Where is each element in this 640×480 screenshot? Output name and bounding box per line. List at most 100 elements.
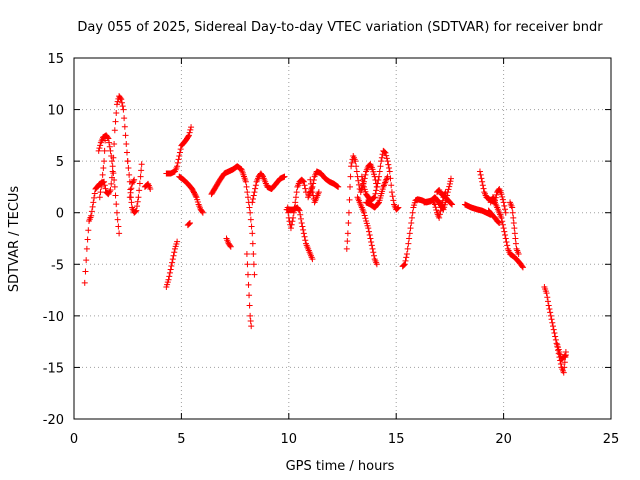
data-point-marker <box>246 292 253 299</box>
data-point-marker <box>113 110 120 117</box>
y-tick-label: -15 <box>43 361 64 376</box>
data-point-marker <box>348 163 355 170</box>
data-point-marker <box>502 206 509 213</box>
data-point-marker <box>402 257 409 264</box>
data-point-marker <box>186 129 193 136</box>
data-point-marker <box>501 228 508 235</box>
data-point-marker <box>111 140 118 147</box>
data-point-marker <box>167 266 174 273</box>
data-point-marker <box>305 194 312 201</box>
data-point-marker <box>131 209 138 216</box>
data-point-marker <box>128 180 135 187</box>
data-point-marker <box>335 183 342 190</box>
data-point-marker <box>360 209 367 216</box>
data-point-marker <box>480 185 487 192</box>
data-point-marker <box>129 179 136 186</box>
data-point-marker <box>95 147 102 154</box>
x-axis-label: GPS time / hours <box>286 459 395 474</box>
data-point-marker <box>512 235 519 242</box>
data-point-marker <box>287 225 294 232</box>
data-point-marker <box>400 262 407 269</box>
data-point-marker <box>498 214 505 221</box>
data-point-marker <box>102 137 109 144</box>
data-point-marker <box>369 245 376 252</box>
data-point-marker <box>309 183 316 190</box>
data-point-marker <box>170 252 177 259</box>
data-point-marker <box>169 256 176 263</box>
data-point-marker <box>249 230 256 237</box>
data-point-marker <box>131 176 138 183</box>
data-point-marker <box>102 185 109 192</box>
data-point-marker <box>188 124 195 131</box>
data-point-marker <box>174 163 181 170</box>
data-point-marker <box>105 135 112 142</box>
data-point-marker <box>561 364 568 371</box>
data-point-marker <box>368 242 375 249</box>
data-point-marker <box>83 257 90 264</box>
data-point-marker <box>128 199 135 206</box>
data-point-marker <box>406 235 413 242</box>
data-point-marker <box>250 261 257 268</box>
data-point-marker <box>248 323 255 330</box>
data-point-marker <box>244 261 251 268</box>
data-point-marker <box>177 146 184 153</box>
data-point-marker <box>107 147 114 154</box>
data-point-marker <box>165 276 172 283</box>
data-point-marker <box>245 281 252 288</box>
data-point-marker <box>295 206 302 213</box>
data-point-marker <box>371 194 378 201</box>
data-point-marker <box>552 333 559 340</box>
data-point-marker <box>359 177 366 184</box>
data-point-marker <box>409 209 416 216</box>
data-point-marker <box>371 252 378 259</box>
data-point-marker <box>106 188 113 195</box>
data-point-marker <box>361 212 368 219</box>
data-point-marker <box>499 221 506 228</box>
data-point-marker <box>132 208 139 215</box>
data-point-marker <box>185 133 192 140</box>
data-point-marker <box>185 221 192 228</box>
data-point-marker <box>545 302 552 309</box>
data-point-marker <box>113 209 120 216</box>
data-point-marker <box>436 211 443 218</box>
data-point-marker <box>344 238 351 245</box>
data-point-marker <box>90 199 97 206</box>
data-point-marker <box>186 220 193 227</box>
data-point-marker <box>114 98 121 105</box>
data-point-marker <box>199 208 206 215</box>
data-point-marker <box>383 155 390 162</box>
data-point-marker <box>247 318 254 325</box>
data-point-marker <box>373 187 380 194</box>
data-point-marker <box>430 198 437 205</box>
data-point-marker <box>96 145 103 152</box>
data-point-marker <box>246 204 253 211</box>
data-point-marker <box>389 193 396 200</box>
data-point-marker <box>300 178 307 185</box>
data-point-marker <box>519 263 526 270</box>
data-point-marker <box>432 204 439 211</box>
y-tick-label: -20 <box>43 413 64 428</box>
data-point-marker <box>383 152 390 159</box>
y-tick-label: 5 <box>56 155 64 170</box>
data-point-marker <box>372 190 379 197</box>
data-point-marker <box>550 323 557 330</box>
data-point-marker <box>108 152 115 159</box>
data-point-marker <box>99 171 106 178</box>
data-point-marker <box>502 209 509 216</box>
data-point-marker <box>383 175 390 182</box>
data-point-marker <box>85 227 92 234</box>
data-point-marker <box>378 154 385 161</box>
data-point-marker <box>446 180 453 187</box>
y-tick-label: -10 <box>43 310 64 325</box>
data-point-marker <box>176 152 183 159</box>
data-point-marker <box>436 188 443 195</box>
data-point-marker <box>138 167 145 174</box>
data-point-marker <box>433 206 440 213</box>
data-point-marker <box>353 163 360 170</box>
plot-frame <box>73 57 612 420</box>
data-point-marker <box>502 235 509 242</box>
data-point-marker <box>109 163 116 170</box>
data-point-marker <box>386 168 393 175</box>
data-point-marker <box>302 237 309 244</box>
